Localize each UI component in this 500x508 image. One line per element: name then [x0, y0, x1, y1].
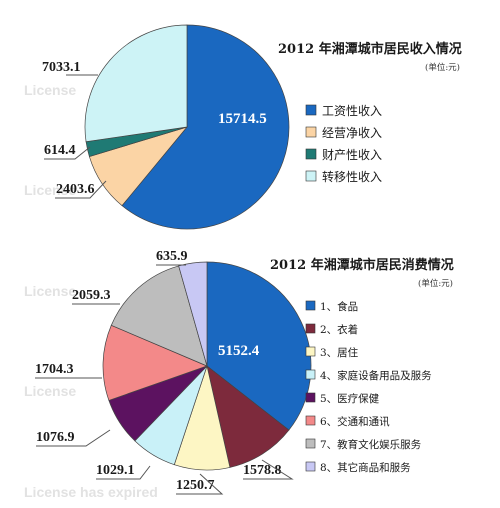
consumption-legend-label-1: 1、食品 [320, 300, 358, 313]
consumption-slice-2 [206, 365, 290, 468]
income-pie [84, 24, 290, 230]
watermark-1: License [24, 82, 76, 98]
consumption-legend-label-2: 2、衣着 [320, 323, 358, 336]
consumption-value-label-2: 1578.8 [243, 463, 282, 478]
consumption-value-label-4: 1029.1 [96, 463, 135, 478]
consumption-legend-label-3: 3、居住 [320, 346, 359, 359]
consumption-chart-title: 2012 年湘潭城市居民消费情况 [270, 257, 454, 273]
consumption-legend-label-5: 5、医疗保健 [320, 392, 380, 405]
consumption-value-label-5: 1076.9 [36, 430, 75, 445]
income-leader-line-2 [55, 180, 107, 199]
watermark-5: License has expired [24, 484, 158, 500]
consumption-legend-swatch-1 [305, 300, 316, 311]
consumption-pie [102, 261, 312, 471]
consumption-legend-label-7: 7、教育文化娱乐服务 [320, 438, 422, 451]
consumption-slice-8 [178, 261, 208, 367]
income-value-label-1: 15714.5 [218, 111, 267, 127]
income-legend-swatch-2 [305, 126, 317, 138]
consumption-legend-label-8: 8、其它商品和服务 [320, 461, 411, 474]
watermark-3: License [24, 283, 76, 299]
income-legend-swatch-1 [305, 104, 317, 116]
consumption-chart-unit: (单位:元) [418, 278, 453, 289]
consumption-value-label-8: 635.9 [156, 249, 188, 264]
income-chart: 2012 年湘潭城市居民收入情况 (单位:元) 7033.1 614.4 240… [42, 24, 462, 230]
consumption-legend-swatch-7 [305, 438, 316, 449]
consumption-legend-swatch-4 [305, 369, 316, 380]
consumption-leader-line-4 [96, 465, 151, 480]
consumption-slice-6 [102, 324, 208, 401]
income-legend-swatch-3 [305, 148, 317, 160]
consumption-legend-label-6: 6、交通和通讯 [320, 415, 390, 428]
consumption-legend: 1、食品 2、衣着 3、居住 4、家庭设备用品及服务 5、医疗保健 6、交通和通… [305, 300, 432, 474]
consumption-leader-line-3 [176, 473, 224, 495]
consumption-value-label-3: 1250.7 [176, 478, 215, 493]
income-legend-label-2: 经营净收入 [322, 126, 382, 140]
consumption-legend-swatch-2 [305, 323, 316, 334]
income-value-label-3: 614.4 [44, 143, 76, 158]
income-legend-swatch-4 [305, 170, 317, 182]
income-chart-unit: (单位:元) [425, 62, 460, 73]
income-leader-line-3 [44, 146, 91, 160]
consumption-slice-7 [110, 265, 208, 367]
consumption-legend-swatch-3 [305, 346, 316, 357]
consumption-value-label-6: 1704.3 [35, 362, 74, 377]
income-value-label-2: 2403.6 [56, 182, 95, 197]
watermark-4: License [24, 383, 76, 399]
income-legend-label-1: 工资性收入 [322, 104, 382, 118]
income-slice-4 [84, 24, 188, 143]
consumption-legend-swatch-8 [305, 461, 316, 472]
consumption-leader-line-2 [243, 459, 294, 480]
income-legend: 工资性收入 经营净收入 财产性收入 转移性收入 [305, 104, 382, 184]
consumption-chart: 2012 年湘潭城市居民消费情况 (单位:元) 635.9 2059.3 170… [35, 249, 454, 495]
consumption-leader-line-5 [36, 429, 111, 447]
consumption-legend-swatch-5 [305, 392, 316, 403]
income-chart-title: 2012 年湘潭城市居民收入情况 [278, 41, 462, 57]
consumption-legend-label-4: 4、家庭设备用品及服务 [320, 369, 432, 382]
consumption-legend-swatch-6 [305, 415, 316, 426]
watermark-2: License [24, 182, 76, 198]
income-legend-label-4: 转移性收入 [322, 169, 382, 184]
consumption-slice-1 [206, 261, 312, 431]
consumption-value-label-1: 5152.4 [218, 343, 260, 359]
income-slice-1 [121, 24, 290, 230]
income-value-label-4: 7033.1 [42, 60, 81, 75]
income-legend-label-3: 财产性收入 [322, 148, 382, 162]
consumption-value-label-7: 2059.3 [72, 288, 111, 303]
